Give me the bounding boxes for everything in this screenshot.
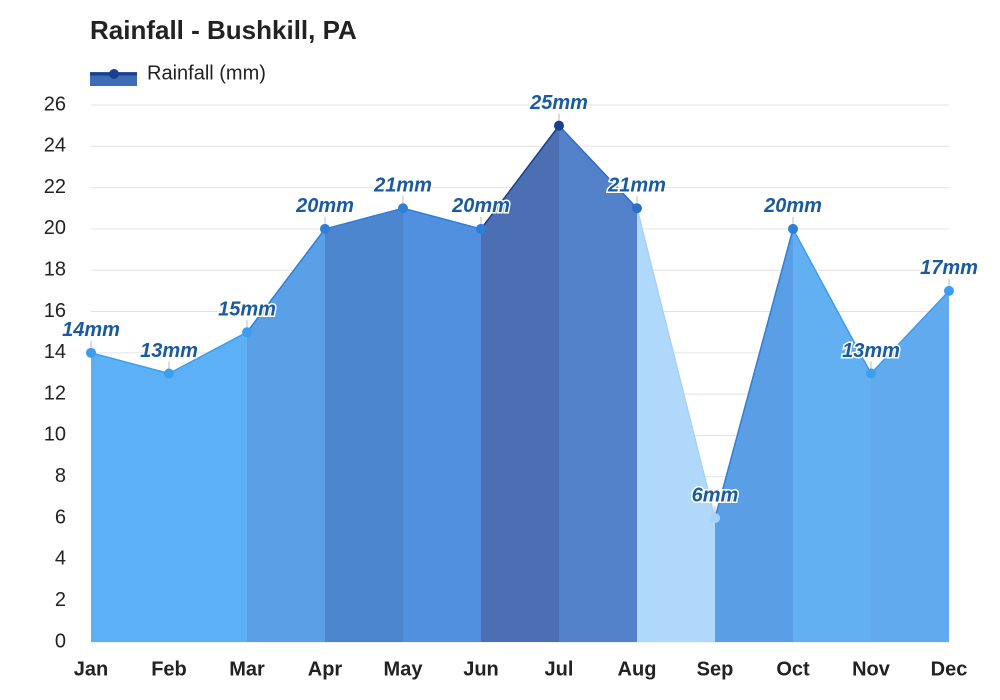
line-segment — [168, 331, 248, 375]
point — [398, 203, 408, 214]
line-segment — [246, 228, 326, 333]
y-tick-label: 20 — [44, 217, 66, 239]
area-segment — [91, 352, 169, 642]
area-segment — [325, 208, 403, 642]
x-tick-label: May — [384, 658, 424, 680]
area-segment — [715, 228, 793, 642]
y-tick-label: 6 — [55, 506, 66, 528]
point — [710, 513, 720, 524]
x-tick-label: Dec — [931, 658, 968, 680]
point — [164, 368, 174, 379]
x-tick-label: Jan — [74, 658, 108, 680]
x-tick-label: Jun — [463, 658, 499, 680]
value-label: 6mm — [692, 484, 739, 506]
area-segment — [481, 125, 559, 642]
y-tick-label: 8 — [55, 465, 66, 487]
x-tick-label: Aug — [618, 658, 657, 680]
value-label: 20mm — [451, 195, 510, 217]
y-tick-label: 4 — [55, 548, 66, 570]
y-tick-label: 2 — [55, 589, 66, 611]
x-tick-label: Jul — [545, 658, 574, 680]
line-segment — [480, 125, 560, 230]
line-segment — [714, 228, 794, 519]
area-segment — [247, 228, 325, 642]
area-segment — [559, 125, 637, 642]
point — [554, 120, 564, 131]
point — [86, 347, 96, 358]
y-tick-label: 10 — [44, 424, 66, 446]
value-label: 20mm — [763, 195, 822, 217]
line-segment — [90, 352, 170, 375]
y-tick-label: 24 — [44, 135, 66, 157]
area-segment — [403, 208, 481, 642]
value-label: 17mm — [920, 257, 978, 279]
area-segment — [793, 228, 871, 642]
line-segment — [402, 207, 482, 230]
point — [632, 203, 642, 214]
y-tick-label: 26 — [44, 93, 66, 115]
area-segment — [169, 332, 247, 642]
area-segment — [871, 290, 949, 642]
point — [788, 223, 798, 234]
x-tick-label: Apr — [308, 658, 343, 680]
value-label: 21mm — [373, 175, 432, 197]
y-tick-label: 0 — [55, 630, 66, 652]
x-tick-label: Mar — [229, 658, 265, 680]
line-segment — [636, 208, 716, 519]
y-tick-label: 14 — [44, 341, 66, 363]
value-label: 21mm — [607, 175, 666, 197]
value-label: 14mm — [62, 319, 120, 341]
area-segment — [637, 208, 715, 642]
x-tick-label: Sep — [697, 658, 734, 680]
point — [866, 368, 876, 379]
legend: Rainfall (mm) — [90, 62, 266, 86]
x-tick-label: Feb — [151, 658, 187, 680]
point — [476, 223, 486, 234]
legend-marker — [109, 69, 119, 79]
value-label: 25mm — [529, 92, 588, 114]
chart-title: Rainfall - Bushkill, PA — [90, 15, 357, 45]
line-segment — [558, 125, 638, 209]
value-label: 15mm — [218, 298, 276, 320]
y-tick-label: 22 — [44, 176, 66, 198]
x-tick-label: Oct — [776, 658, 810, 680]
legend-label: Rainfall (mm) — [147, 62, 266, 84]
value-label: 13mm — [842, 340, 900, 362]
value-label: 13mm — [140, 340, 198, 362]
point — [242, 327, 252, 338]
line-segment — [792, 228, 872, 374]
line-segment — [870, 290, 950, 375]
y-tick-label: 16 — [44, 300, 66, 322]
x-tick-label: Nov — [852, 658, 891, 680]
line-segment — [324, 207, 404, 230]
y-tick-label: 18 — [44, 259, 66, 281]
point — [944, 285, 954, 296]
point — [320, 223, 330, 234]
value-label: 20mm — [295, 195, 354, 217]
y-tick-label: 12 — [44, 382, 66, 404]
